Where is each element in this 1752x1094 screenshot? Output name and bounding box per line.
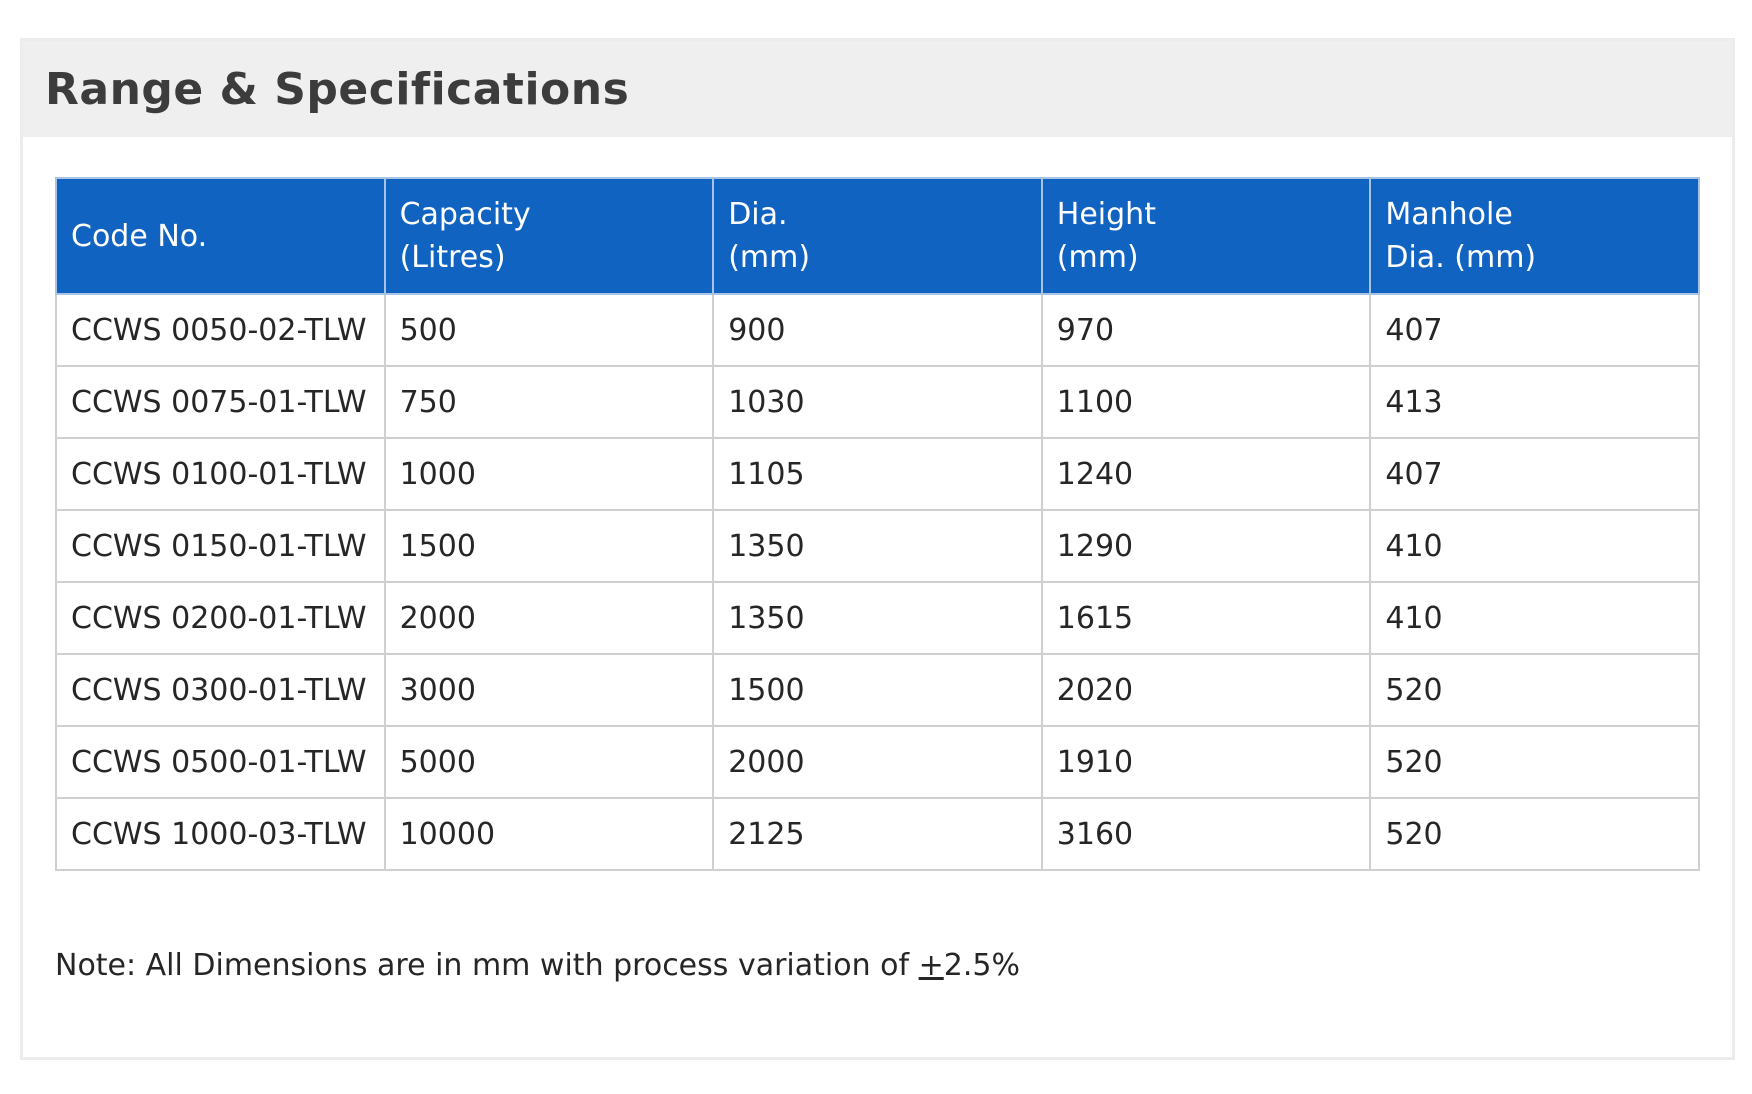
- cell-manhole-dia: 410: [1369, 509, 1700, 583]
- cell-height: 2020: [1040, 653, 1372, 727]
- cell-code: CCWS 0100-01-TLW: [55, 437, 386, 511]
- specifications-panel: Range & Specifications Code No. Capacity…: [20, 38, 1735, 1060]
- cell-code: CCWS 0050-02-TLW: [55, 293, 386, 367]
- column-header-line2: (Litres): [399, 240, 506, 275]
- spec-table: Code No. Capacity (Litres) Dia. (mm) Heigh…: [55, 177, 1700, 871]
- table-row: CCWS 0300-01-TLW 3000 1500 2020 520: [55, 653, 1700, 727]
- table-header: Code No. Capacity (Litres) Dia. (mm) Heigh…: [55, 177, 1700, 295]
- cell-capacity: 3000: [383, 653, 715, 727]
- table-body: CCWS 0050-02-TLW 500 900 970 407 CCWS 00…: [55, 293, 1700, 871]
- cell-manhole-dia: 410: [1369, 581, 1700, 655]
- plus-minus-symbol: +: [918, 948, 944, 983]
- cell-dia: 1500: [712, 653, 1043, 727]
- cell-code: CCWS 0200-01-TLW: [55, 581, 386, 655]
- cell-height: 3160: [1040, 797, 1372, 871]
- column-header-line1: Height: [1056, 197, 1156, 232]
- cell-dia: 900: [712, 293, 1043, 367]
- panel-header: Range & Specifications: [23, 41, 1732, 137]
- cell-dia: 1105: [712, 437, 1043, 511]
- table-row: CCWS 0200-01-TLW 2000 1350 1615 410: [55, 581, 1700, 655]
- spec-table-container: Code No. Capacity (Litres) Dia. (mm) Heigh…: [55, 177, 1700, 871]
- column-header-line2: (mm): [728, 240, 811, 275]
- table-row: CCWS 0100-01-TLW 1000 1105 1240 407: [55, 437, 1700, 511]
- table-row: CCWS 0050-02-TLW 500 900 970 407: [55, 293, 1700, 367]
- column-header-line2: (mm): [1056, 240, 1139, 275]
- cell-manhole-dia: 407: [1369, 293, 1700, 367]
- cell-height: 1240: [1040, 437, 1372, 511]
- column-header-line2: Dia. (mm): [1385, 240, 1537, 275]
- cell-code: CCWS 0300-01-TLW: [55, 653, 386, 727]
- cell-dia: 1350: [712, 509, 1043, 583]
- table-row: CCWS 1000-03-TLW 10000 2125 3160 520: [55, 797, 1700, 871]
- cell-capacity: 750: [383, 365, 715, 439]
- table-row: CCWS 0150-01-TLW 1500 1350 1290 410: [55, 509, 1700, 583]
- cell-code: CCWS 0500-01-TLW: [55, 725, 386, 799]
- column-header-line1: Manhole: [1385, 197, 1513, 232]
- table-row: CCWS 0075-01-TLW 750 1030 1100 413: [55, 365, 1700, 439]
- cell-height: 1100: [1040, 365, 1372, 439]
- cell-manhole-dia: 520: [1369, 797, 1700, 871]
- cell-capacity: 500: [383, 293, 715, 367]
- table-row: CCWS 0500-01-TLW 5000 2000 1910 520: [55, 725, 1700, 799]
- cell-height: 1615: [1040, 581, 1372, 655]
- cell-capacity: 1500: [383, 509, 715, 583]
- cell-height: 1910: [1040, 725, 1372, 799]
- cell-dia: 1030: [712, 365, 1043, 439]
- column-header-line1: Dia.: [728, 197, 788, 232]
- column-header-line1: Code No.: [71, 218, 208, 254]
- note-variation-value: 2.5%: [943, 948, 1020, 983]
- cell-height: 970: [1040, 293, 1372, 367]
- table-header-row: Code No. Capacity (Litres) Dia. (mm) Heigh…: [55, 177, 1700, 295]
- cell-code: CCWS 1000-03-TLW: [55, 797, 386, 871]
- cell-capacity: 5000: [383, 725, 715, 799]
- cell-dia: 2125: [712, 797, 1043, 871]
- column-header-manhole: Manhole Dia. (mm): [1369, 177, 1700, 295]
- cell-manhole-dia: 407: [1369, 437, 1700, 511]
- cell-manhole-dia: 413: [1369, 365, 1700, 439]
- cell-dia: 2000: [712, 725, 1043, 799]
- cell-dia: 1350: [712, 581, 1043, 655]
- column-header-code: Code No.: [55, 177, 386, 295]
- column-header-line1: Capacity: [399, 197, 531, 232]
- note-text: Note: All Dimensions are in mm with proc…: [55, 948, 919, 983]
- dimension-note: Note: All Dimensions are in mm with proc…: [55, 948, 1020, 983]
- cell-capacity: 10000: [383, 797, 715, 871]
- column-header-dia: Dia. (mm): [712, 177, 1043, 295]
- cell-height: 1290: [1040, 509, 1372, 583]
- cell-capacity: 2000: [383, 581, 715, 655]
- column-header-height: Height (mm): [1040, 177, 1372, 295]
- page-title: Range & Specifications: [45, 63, 630, 115]
- cell-manhole-dia: 520: [1369, 725, 1700, 799]
- cell-code: CCWS 0150-01-TLW: [55, 509, 386, 583]
- cell-code: CCWS 0075-01-TLW: [55, 365, 386, 439]
- cell-capacity: 1000: [383, 437, 715, 511]
- cell-manhole-dia: 520: [1369, 653, 1700, 727]
- column-header-capacity: Capacity (Litres): [383, 177, 715, 295]
